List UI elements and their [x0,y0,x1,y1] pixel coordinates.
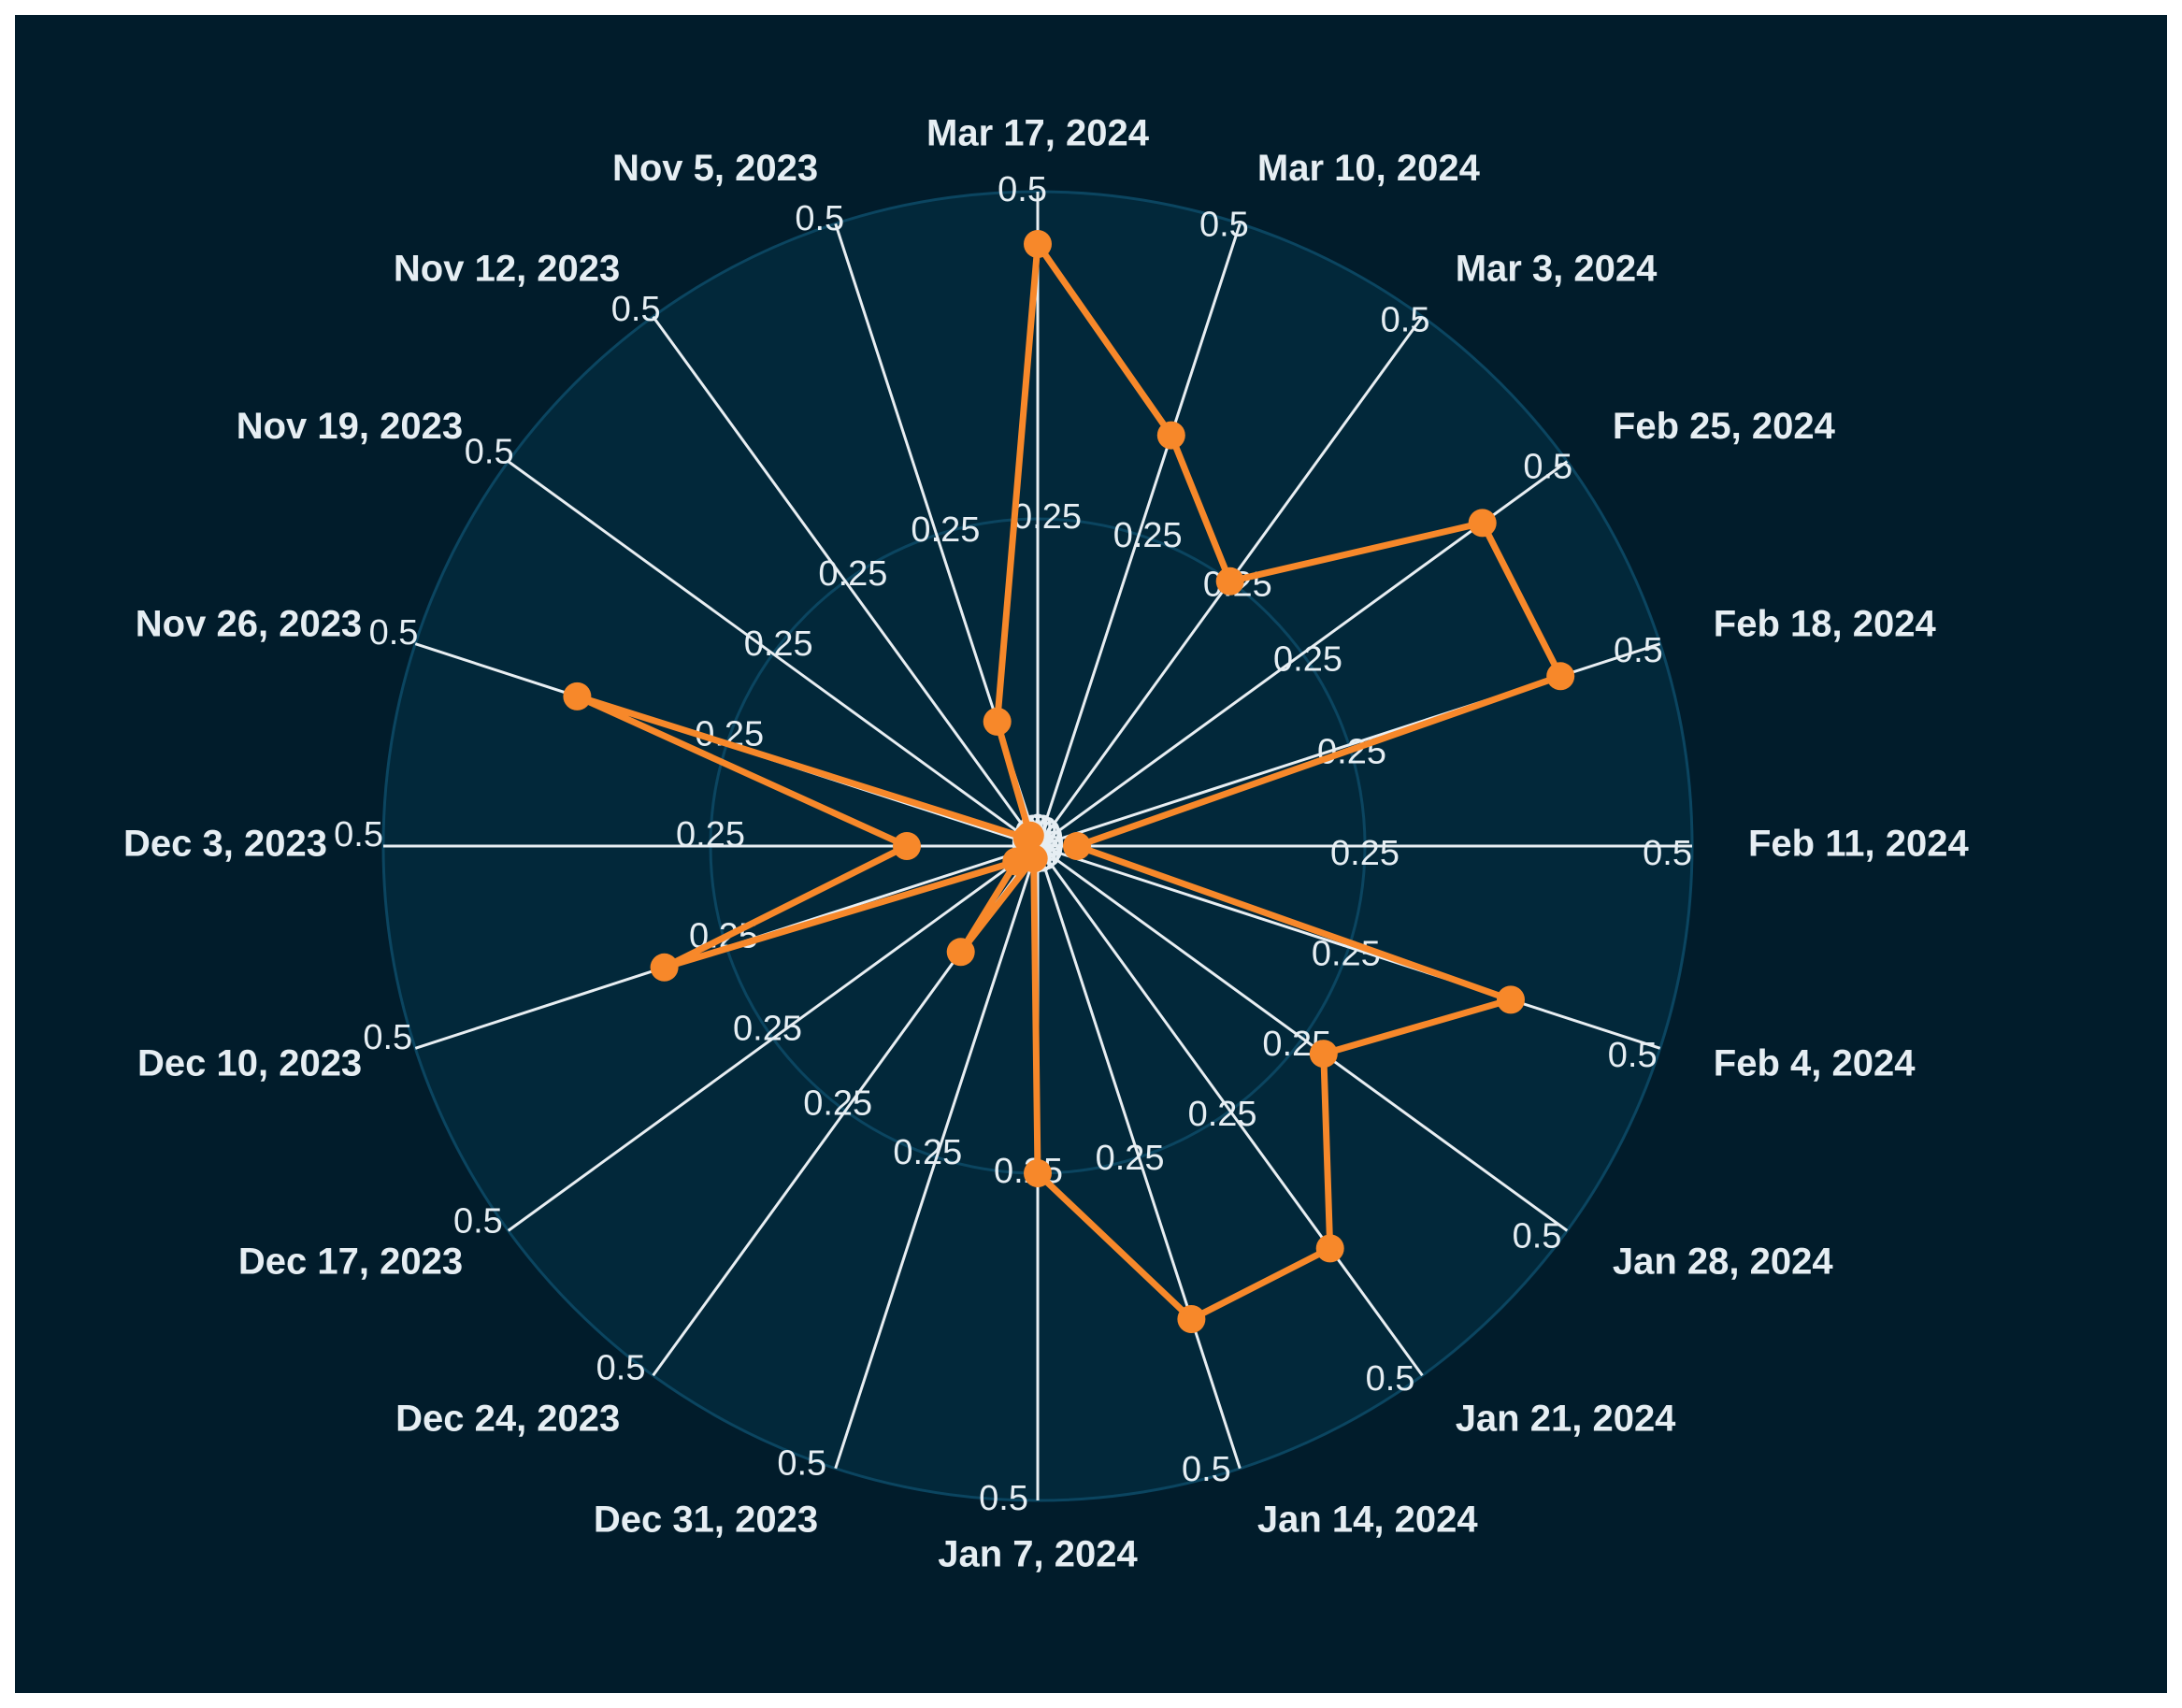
radial-tick-label: 0.5 [465,433,514,472]
radar-spokes [383,192,1692,1500]
radial-tick-label: 0.5 [453,1201,503,1241]
radial-tick-label: 0.25 [676,815,745,854]
radial-tick-label: 0.25 [1012,497,1082,537]
radial-tick-label: 0.25 [744,624,813,664]
radial-tick-label: 0.5 [369,613,419,653]
radial-tick-label: 0.5 [777,1444,826,1484]
radial-tick-label: 0.25 [1330,834,1400,873]
radial-tick-label: 0.25 [1273,639,1342,679]
radial-tick-label: 0.5 [1608,1036,1658,1075]
data-point [1024,230,1052,258]
radial-tick-label: 0.5 [795,199,844,238]
radial-tick-label: 0.5 [1182,1450,1231,1489]
data-point [650,953,679,982]
category-label: Nov 5, 2023 [612,148,818,189]
radial-tick-label: 0.25 [893,1133,962,1172]
data-point [1468,509,1497,538]
category-label: Feb 4, 2024 [1714,1042,1916,1084]
radial-tick-label: 0 [1044,830,1064,869]
category-label: Mar 3, 2024 [1456,249,1658,290]
radial-tick-label: 0.5 [1513,1217,1562,1256]
radial-tick-label: 0.5 [998,170,1047,209]
category-label: Jan 28, 2024 [1613,1241,1833,1282]
radial-tick-label: 0.5 [1381,301,1430,340]
data-point [1215,567,1244,596]
radial-tick-label: 0.5 [1523,448,1572,487]
radial-tick-label: 0.5 [334,815,383,854]
category-label: Dec 10, 2023 [137,1042,362,1084]
data-point [893,832,921,860]
spoke-line [834,845,1040,1470]
category-label: Nov 19, 2023 [237,406,463,447]
spoke-line [652,315,1040,847]
data-point [1002,847,1031,876]
radial-tick-label: 0.5 [1643,834,1692,873]
radial-tick-label: 0 [1044,825,1064,864]
category-label: Nov 12, 2023 [394,249,620,290]
category-label: Dec 31, 2023 [594,1499,818,1540]
spoke-line [1036,845,1242,1470]
data-point [1063,832,1091,860]
category-label: Jan 14, 2024 [1257,1499,1478,1540]
radial-tick-label: 0.5 [363,1018,412,1057]
series-layer [563,230,1575,1333]
category-label: Feb 25, 2024 [1613,406,1836,447]
radial-tick-label: 0.5 [1366,1359,1415,1399]
data-point [563,682,592,710]
radial-tick-label: 0.25 [803,1084,872,1123]
radial-tick-label: 0.25 [818,554,887,594]
chart-panel: 00.250.500.250.500.250.500.250.500.250.5… [15,15,2167,1693]
spoke-line [507,844,1039,1232]
radial-tick-label: 0.5 [1199,205,1249,244]
radar-chart: 00.250.500.250.500.250.500.250.500.250.5… [123,113,1969,1575]
category-label: Dec 17, 2023 [238,1241,463,1282]
category-label: Nov 26, 2023 [136,604,362,645]
spoke-line [1037,844,1661,1050]
radial-tick-label: 0.5 [596,1348,646,1387]
data-point [1156,421,1185,450]
category-label: Jan 21, 2024 [1456,1398,1676,1439]
radial-tick-label: 0.25 [1113,516,1183,555]
radial-tick-label: 0.25 [911,510,980,550]
category-label: Feb 11, 2024 [1748,824,1969,865]
spoke-line [1036,845,1424,1377]
radial-tick-label: 0.25 [1096,1139,1165,1178]
data-point [1497,985,1525,1014]
radial-tick-label: 0.5 [979,1479,1028,1518]
radial-tick-label: 0.25 [1188,1095,1257,1134]
data-point [983,707,1012,736]
radial-tick-label: 0 [1044,819,1064,858]
category-label: Jan 7, 2024 [938,1534,1138,1575]
radial-tick-label: 0.5 [611,290,661,329]
radial-tick-label: 0.5 [1614,631,1663,670]
spoke-line [1036,222,1242,847]
radial-tick-label: 0.25 [733,1010,802,1049]
data-point [1177,1305,1206,1333]
category-label: Mar 17, 2024 [926,113,1150,154]
category-label: Mar 10, 2024 [1257,148,1481,189]
data-point [1015,821,1044,850]
spoke-line [507,460,1039,848]
data-point [1309,1040,1338,1069]
data-point [1315,1234,1344,1263]
category-label: Dec 24, 2023 [395,1398,620,1439]
data-point [1546,662,1575,691]
data-point [1024,1159,1052,1187]
category-labels: Mar 17, 2024 Mar 10, 2024 Mar 3, 2024 Feb 2… [123,113,1969,1575]
category-label: Feb 18, 2024 [1714,604,1937,645]
radial-tick-label: 0 [1041,814,1061,854]
category-label: Dec 3, 2023 [123,824,327,865]
data-point [946,938,975,967]
spoke-line [1037,844,1569,1232]
